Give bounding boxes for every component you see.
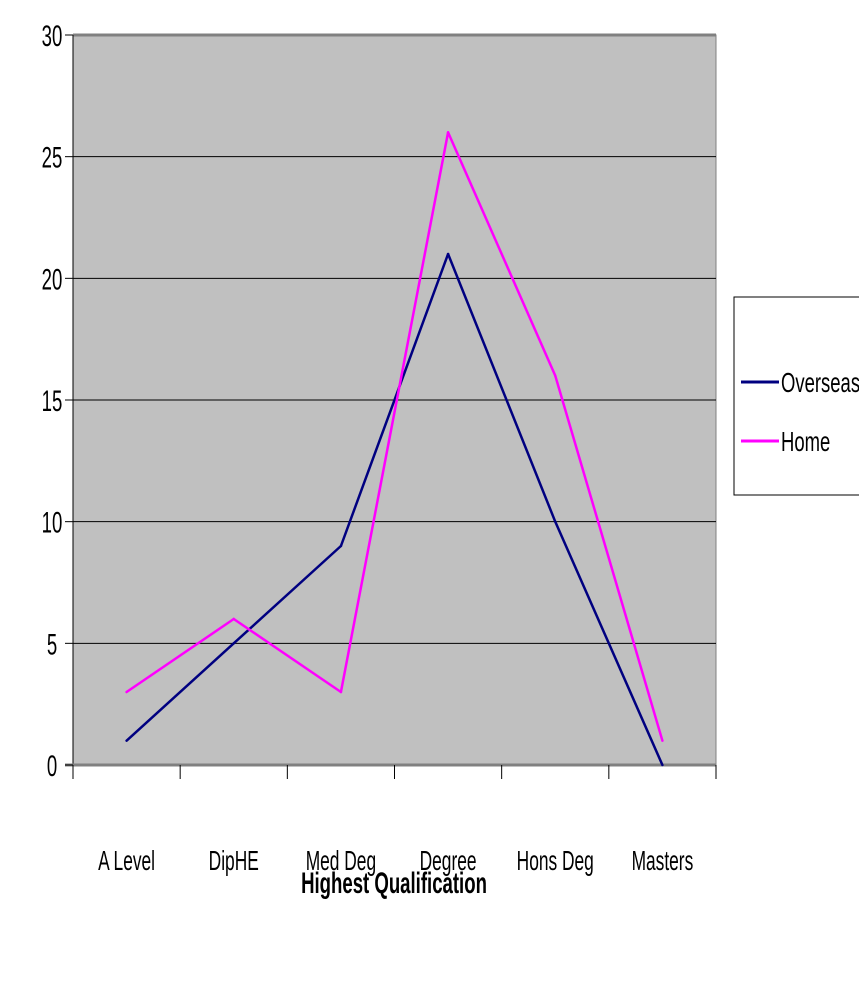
x-axis-tick-labels: A Level DipHE Med Deg Degree Hons Deg Masters [98, 845, 693, 876]
x-tick-label: Masters [632, 845, 694, 876]
series-home-segment [446, 131, 557, 377]
y-tick-label: 30 [42, 20, 63, 54]
series-home-segment [125, 617, 235, 694]
legend-box [733, 296, 859, 496]
series-home-segment [232, 617, 343, 694]
x-tick-label: Hons Deg [517, 845, 594, 876]
legend: Overseas Home [733, 296, 859, 496]
series-overseas-segment [125, 642, 235, 742]
legend-label-home: Home [781, 427, 830, 458]
x-tick-label: DipHE [209, 845, 259, 876]
series-overseas-segment [446, 252, 557, 523]
series-home-segment [554, 374, 664, 742]
x-tick-label: A Level [98, 845, 155, 876]
legend-label-overseas: Overseas [781, 368, 859, 399]
y-tick-label: 15 [42, 385, 63, 419]
y-axis-ticks: 0 5 10 15 20 25 30 [42, 20, 73, 784]
series-overseas-segment [339, 252, 450, 548]
y-tick-label: 5 [47, 628, 57, 662]
x-axis-title: Highest Qualification [301, 867, 487, 901]
y-tick-label: 0 [47, 750, 57, 784]
series-lines [125, 131, 664, 767]
series-overseas-segment [232, 544, 343, 645]
series-overseas-segment [554, 520, 664, 767]
x-axis-ticks [72, 765, 717, 779]
y-tick-label: 25 [42, 141, 63, 175]
x-tick-label: Med Deg [306, 845, 376, 876]
y-tick-label: 20 [42, 263, 63, 297]
x-tick-label: Degree [420, 845, 477, 876]
series-home-segment [339, 131, 450, 694]
y-tick-label: 10 [42, 506, 63, 540]
